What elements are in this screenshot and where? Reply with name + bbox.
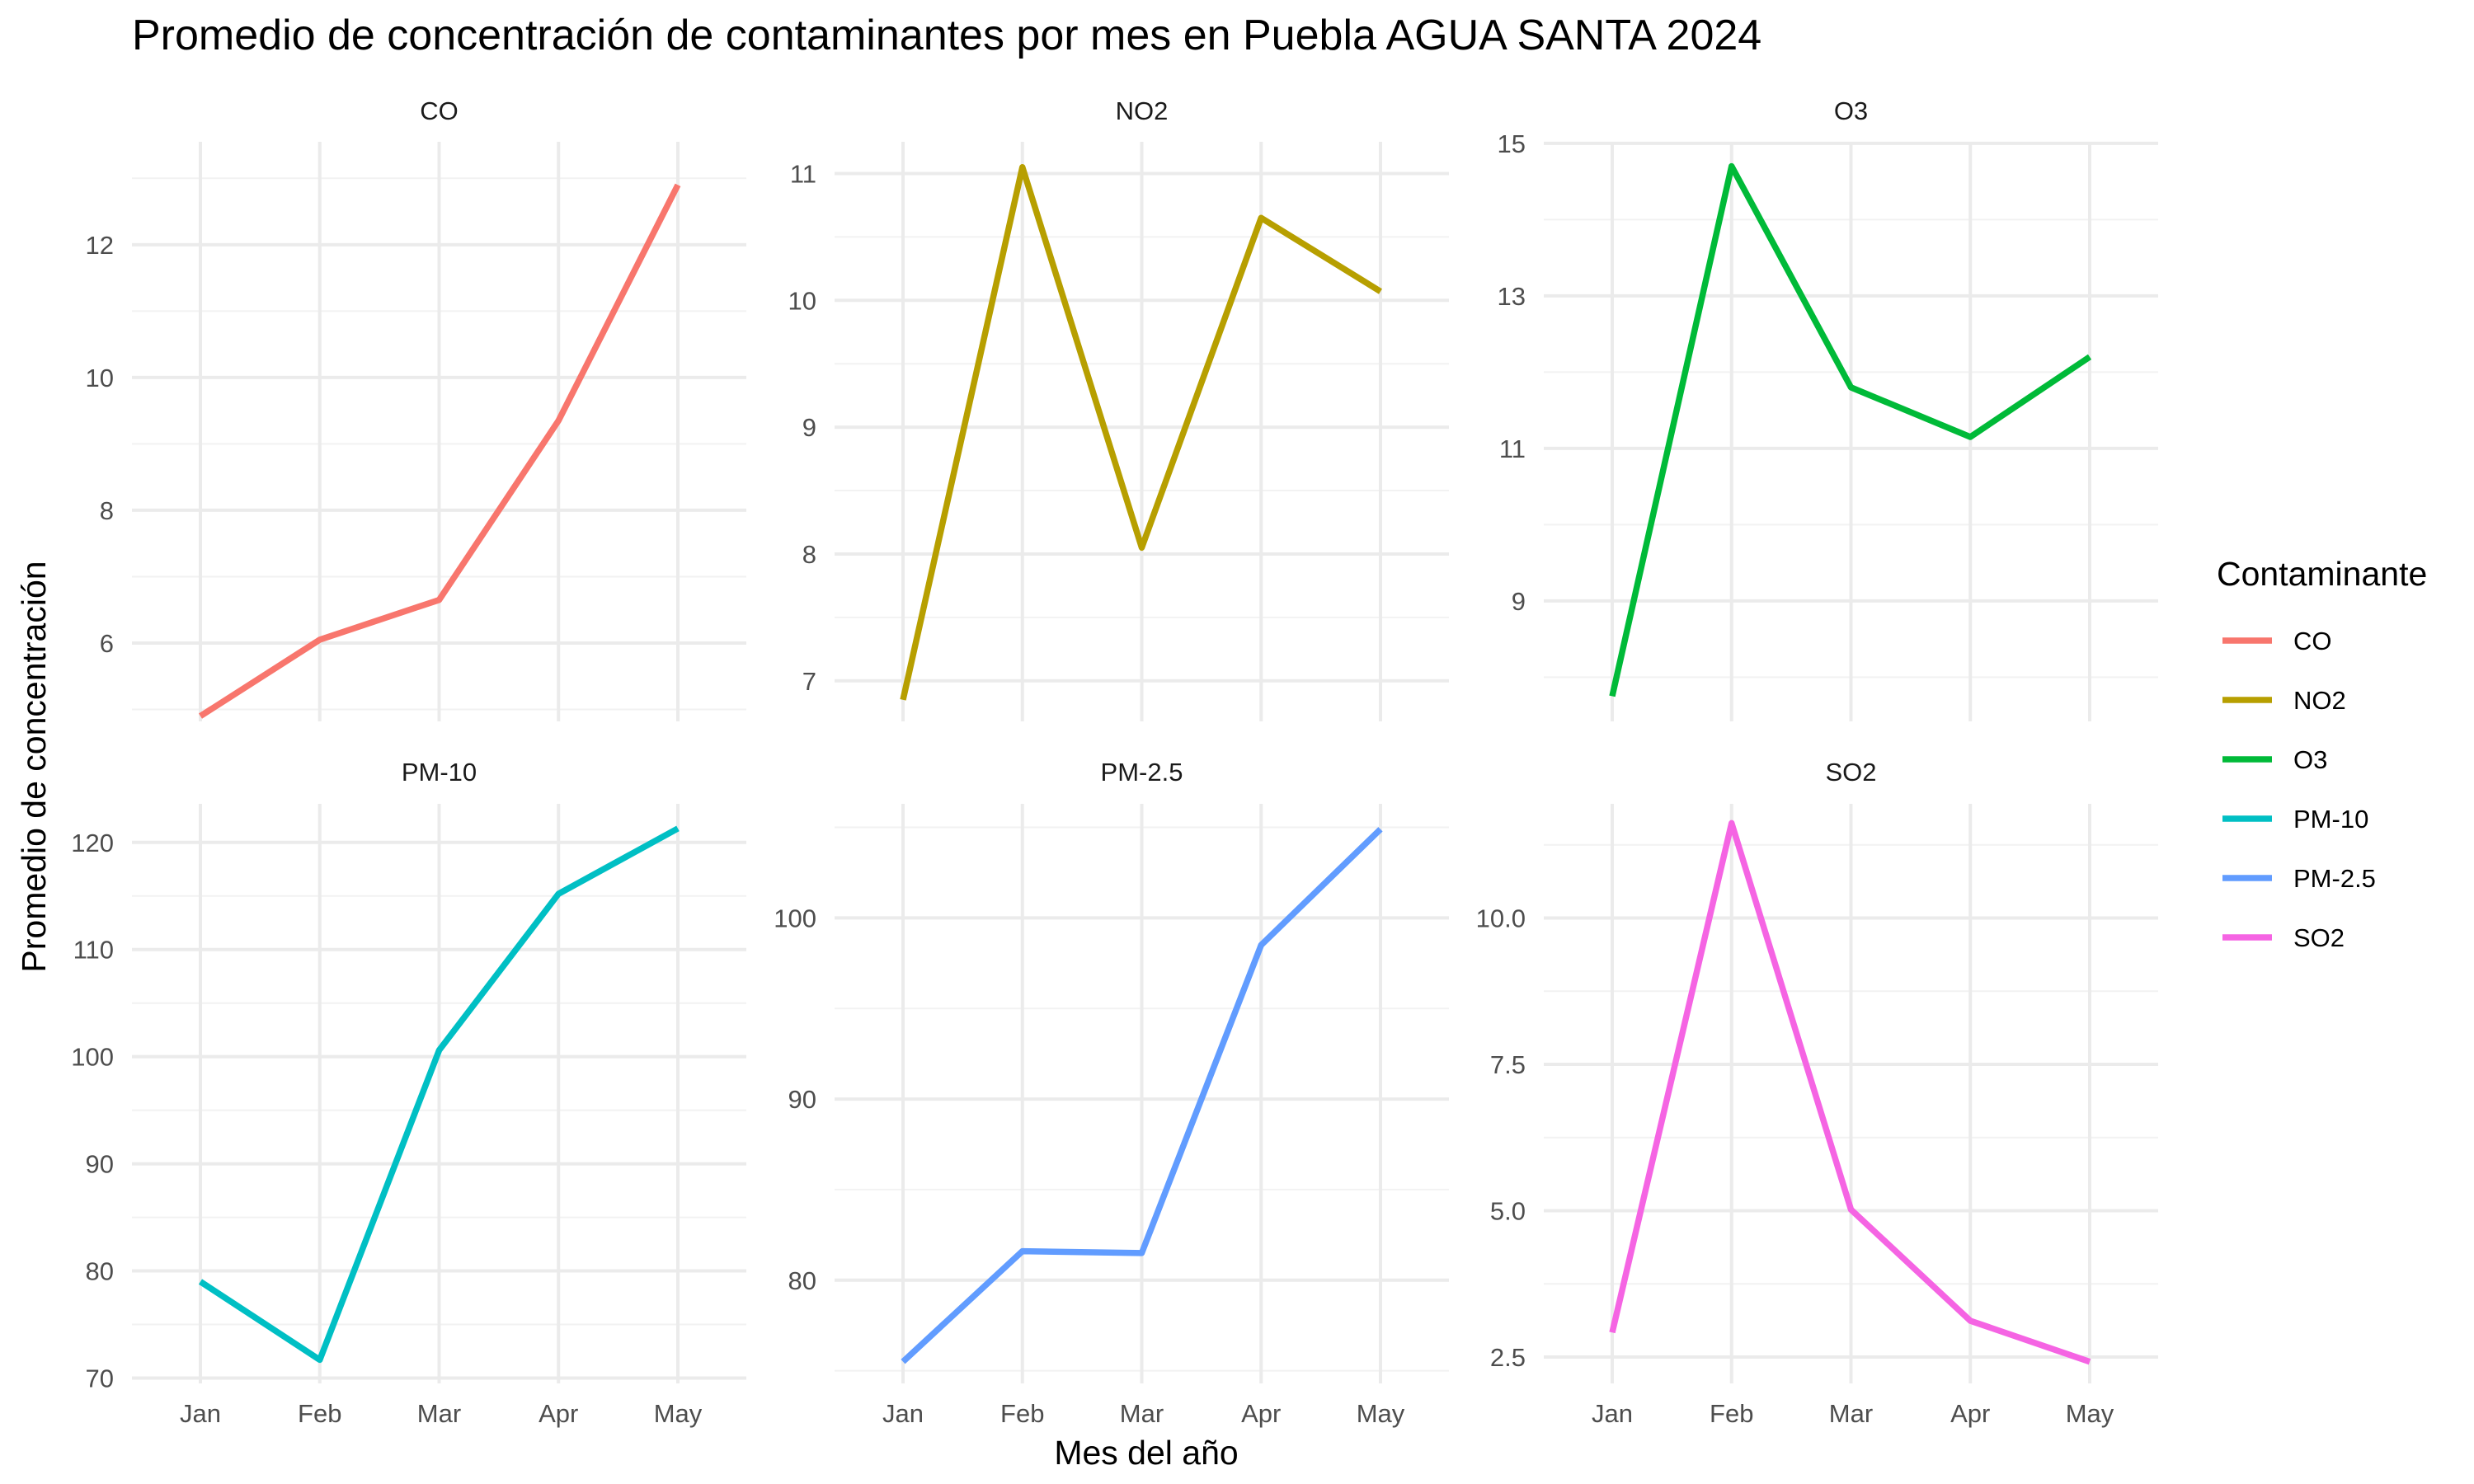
y-tick-label: 80 xyxy=(788,1266,816,1295)
facet-strip-label: CO xyxy=(420,96,459,125)
y-tick-label: 110 xyxy=(73,936,114,965)
y-tick-label: 9 xyxy=(1512,587,1526,616)
y-tick-label: 8 xyxy=(100,496,114,525)
x-tick-label: Mar xyxy=(417,1399,461,1428)
y-tick-label: 12 xyxy=(86,231,114,260)
x-tick-label: Mar xyxy=(1120,1399,1164,1428)
panel-pm-10: 70 80 90 100 110 120 Jan Feb Mar Apr May PM-10 xyxy=(71,758,746,1428)
panel-so2: 2.5 5.0 7.5 10.0 Jan Feb Mar Apr May SO2 xyxy=(1476,758,2158,1428)
panel-pm-25: 80 90 100 Jan Feb Mar Apr May PM-2.5 xyxy=(774,758,1449,1428)
series-line-o3 xyxy=(1609,162,2092,697)
panel-o3: 9 11 13 15 O3 xyxy=(1498,96,2158,721)
facet-strip-label: SO2 xyxy=(1825,758,1876,787)
facet-strip-label: PM-2.5 xyxy=(1101,758,1183,787)
y-tick-label: 10.0 xyxy=(1476,904,1526,932)
panel-co: 6 8 10 12 CO xyxy=(86,96,746,721)
y-tick-label: 11 xyxy=(790,159,816,188)
y-tick-label: 13 xyxy=(1498,282,1526,311)
y-tick-label: 100 xyxy=(774,904,816,932)
series-line-co xyxy=(198,183,681,719)
y-tick-label: 9 xyxy=(802,413,816,442)
x-tick-label: Feb xyxy=(1710,1399,1753,1428)
facet-strip-label: PM-10 xyxy=(402,758,477,787)
y-tick-label: 10 xyxy=(788,286,816,315)
y-tick-label: 11 xyxy=(1499,434,1526,463)
x-axis-title: Mes del año xyxy=(1054,1434,1238,1472)
x-tick-label: May xyxy=(654,1399,703,1428)
y-tick-label: 15 xyxy=(1498,129,1526,158)
x-tick-label: Apr xyxy=(1950,1399,1990,1428)
y-tick-label: 80 xyxy=(86,1257,114,1286)
legend-label: NO2 xyxy=(2293,686,2346,715)
legend-label: PM-10 xyxy=(2293,805,2368,834)
y-tick-label: 2.5 xyxy=(1490,1343,1526,1372)
x-tick-label: Jan xyxy=(882,1399,924,1428)
y-tick-label: 8 xyxy=(802,540,816,569)
legend: Contaminante CO NO2 O3 PM-10 PM-2.5 SO2 xyxy=(2217,555,2427,952)
series-line-so2 xyxy=(1609,819,2091,1365)
y-tick-label: 6 xyxy=(100,629,114,658)
chart-title: Promedio de concentración de contaminant… xyxy=(132,12,1761,59)
legend-label: SO2 xyxy=(2293,923,2345,952)
x-tick-label: Apr xyxy=(539,1399,578,1428)
y-tick-label: 7.5 xyxy=(1490,1050,1526,1079)
legend-label: CO xyxy=(2293,627,2332,655)
y-tick-label: 120 xyxy=(71,829,114,857)
legend-label: PM-2.5 xyxy=(2293,864,2376,893)
y-tick-label: 70 xyxy=(86,1364,114,1393)
x-tick-label: Jan xyxy=(1592,1399,1633,1428)
y-tick-label: 90 xyxy=(788,1085,816,1114)
facet-strip-label: O3 xyxy=(1834,96,1868,125)
x-tick-label: May xyxy=(1357,1399,1405,1428)
series-line-pm-10 xyxy=(198,825,680,1364)
x-tick-label: May xyxy=(2066,1399,2114,1428)
legend-title: Contaminante xyxy=(2217,555,2427,593)
x-tick-label: Feb xyxy=(298,1399,341,1428)
legend-label: O3 xyxy=(2293,745,2327,774)
y-tick-label: 10 xyxy=(86,364,114,392)
y-axis-title: Promedio de concentración xyxy=(15,561,53,972)
y-tick-label: 7 xyxy=(802,667,816,696)
y-tick-label: 90 xyxy=(86,1150,114,1179)
facet-strip-label: NO2 xyxy=(1116,96,1169,125)
x-tick-label: Jan xyxy=(180,1399,221,1428)
series-line-no2 xyxy=(900,164,1382,701)
panel-no2: 7 8 9 10 11 NO2 xyxy=(788,96,1449,721)
x-tick-label: Mar xyxy=(1829,1399,1873,1428)
x-tick-label: Apr xyxy=(1241,1399,1281,1428)
y-tick-label: 100 xyxy=(71,1043,114,1072)
panels-group: 6 8 10 12 CO 7 8 9 10 11 NO2 9 11 13 15 O3 70 80 90 100 110 1… xyxy=(71,96,2158,1428)
x-tick-label: Feb xyxy=(1000,1399,1044,1428)
y-tick-label: 5.0 xyxy=(1490,1197,1526,1226)
series-line-pm-25 xyxy=(901,827,1383,1364)
